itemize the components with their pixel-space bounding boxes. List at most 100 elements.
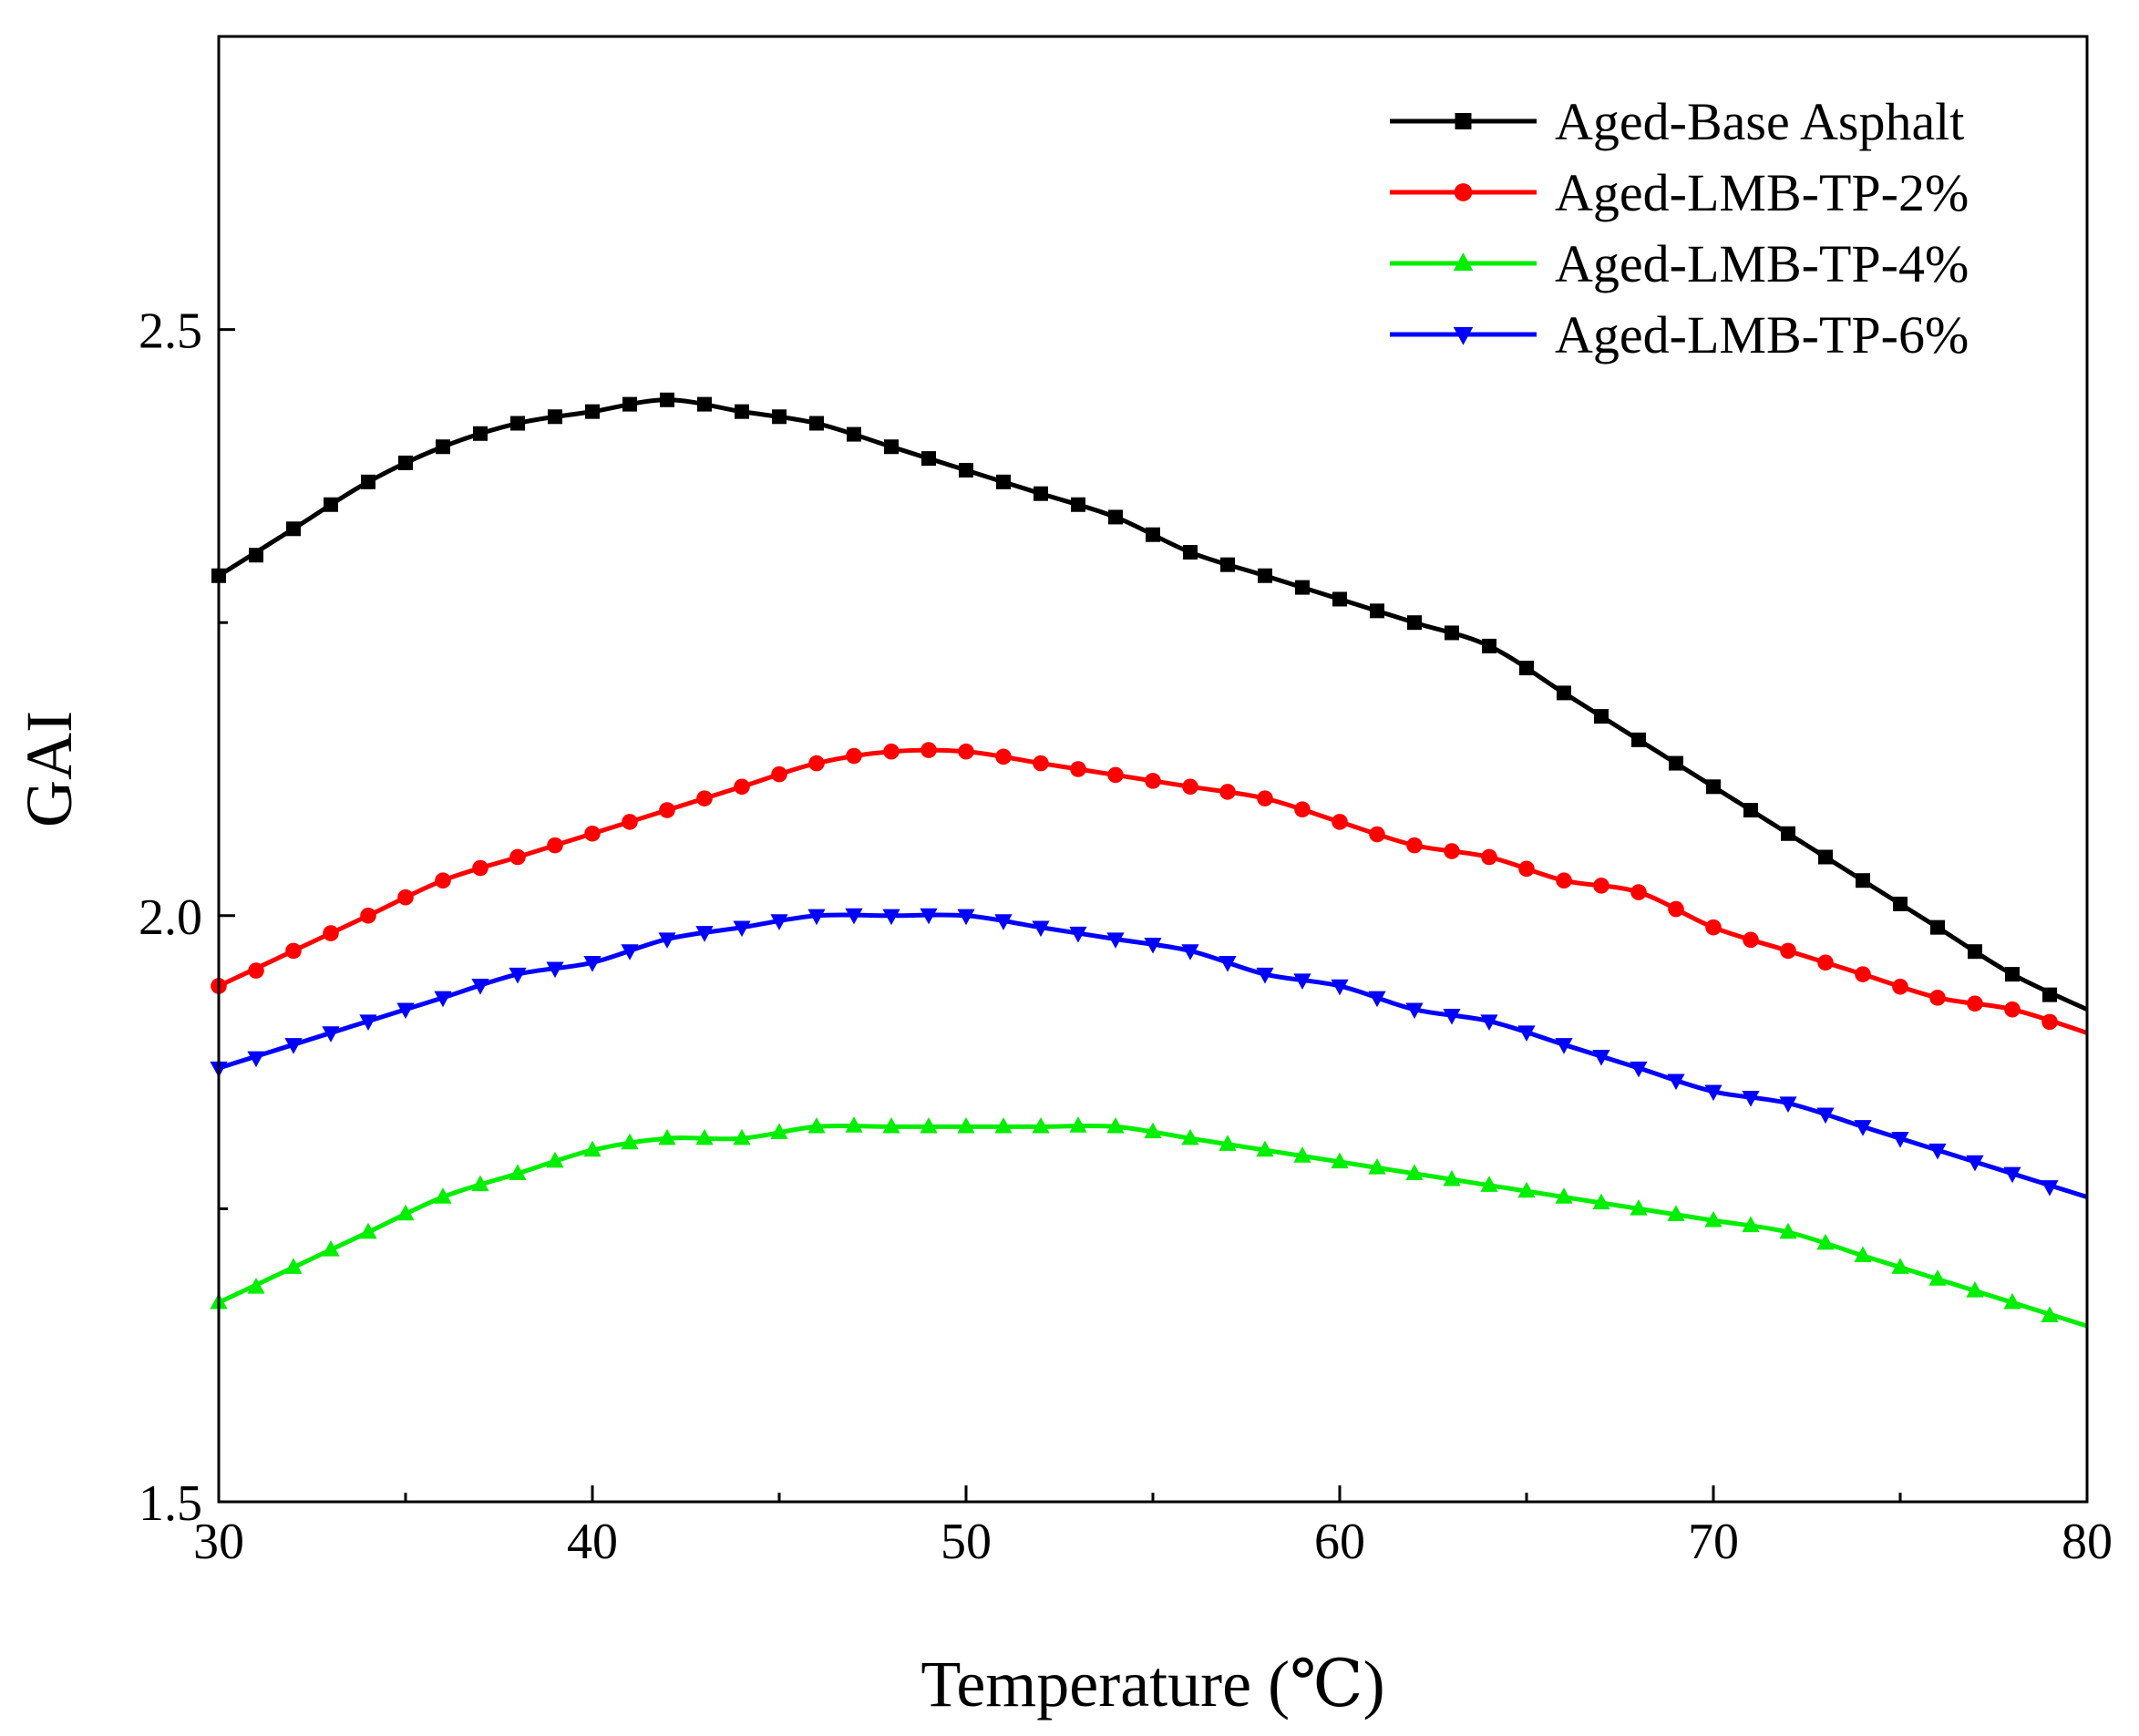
data-point — [622, 814, 638, 830]
legend-marker — [1453, 326, 1474, 345]
x-tick-label: 30 — [193, 1514, 244, 1570]
series-2 — [211, 742, 2088, 1035]
data-point — [1405, 1164, 1424, 1181]
data-point — [360, 908, 376, 924]
data-point — [359, 1014, 377, 1031]
data-point — [509, 1164, 527, 1181]
data-point — [884, 439, 899, 455]
legend-item: Aged-LMB-TP-6% — [1390, 305, 1969, 365]
data-point — [808, 755, 825, 772]
data-point — [920, 1116, 938, 1134]
data-point — [1630, 1061, 1648, 1078]
series-line — [217, 397, 2089, 1012]
data-point — [1967, 995, 1983, 1012]
data-point — [247, 1051, 265, 1068]
data-point — [434, 991, 452, 1008]
data-point — [1706, 779, 1721, 795]
data-point — [1144, 1122, 1162, 1139]
data-point — [1481, 848, 1497, 866]
data-point — [1032, 920, 1050, 938]
data-point — [1705, 919, 1722, 936]
data-point — [1370, 603, 1384, 619]
data-point — [1891, 1258, 1909, 1274]
data-point — [845, 908, 863, 925]
data-point — [1704, 1084, 1723, 1102]
legend-label: Aged-LMB-TP-2% — [1555, 163, 1969, 222]
data-point — [1669, 755, 1683, 771]
data-point — [1368, 1157, 1386, 1175]
data-point — [1069, 926, 1087, 943]
data-point — [324, 497, 338, 512]
data-point — [2041, 1180, 2059, 1197]
data-point — [1443, 1008, 1461, 1025]
data-point — [1593, 878, 1609, 894]
data-point — [1966, 1281, 1984, 1298]
data-point — [807, 909, 826, 926]
data-point — [1929, 990, 1946, 1006]
data-point — [584, 825, 601, 842]
data-point — [883, 743, 900, 760]
data-point — [1517, 1181, 1536, 1198]
data-point — [1893, 896, 1908, 911]
x-tick-label: 70 — [1688, 1514, 1739, 1570]
data-point — [1145, 773, 1161, 789]
data-point — [434, 1187, 452, 1204]
data-point — [1219, 1135, 1237, 1151]
data-point — [1405, 1002, 1424, 1020]
x-axis-title: Temperature (℃) — [920, 1648, 1384, 1721]
data-point — [1854, 1120, 1872, 1136]
data-point — [1071, 497, 1085, 512]
data-point — [1295, 580, 1310, 595]
legend-item: Aged-LMB-TP-2% — [1390, 163, 1969, 222]
data-point — [658, 1128, 676, 1145]
data-point — [1443, 1169, 1461, 1186]
data-point — [1256, 967, 1274, 984]
data-point — [2004, 1001, 2021, 1018]
data-point — [548, 409, 562, 425]
data-point — [1332, 814, 1348, 830]
data-point — [1445, 625, 1459, 641]
data-point — [995, 748, 1012, 765]
data-point — [284, 1038, 303, 1054]
data-point — [1928, 1143, 1947, 1160]
data-point — [1294, 801, 1311, 818]
data-point — [958, 743, 974, 760]
data-point — [770, 1123, 788, 1139]
data-point — [2041, 1306, 2059, 1322]
data-point — [1555, 1187, 1573, 1204]
data-point — [1107, 766, 1124, 784]
data-point — [2003, 1166, 2021, 1184]
legend-item: Aged-LMB-TP-4% — [1390, 234, 1969, 293]
data-point — [1779, 1222, 1797, 1239]
data-point — [2041, 1013, 2058, 1031]
legend-label: Aged-LMB-TP-6% — [1555, 305, 1969, 365]
data-point — [1556, 872, 1572, 889]
data-point — [994, 1116, 1013, 1134]
data-point — [957, 909, 975, 926]
data-point — [397, 889, 414, 906]
data-point — [472, 859, 488, 877]
data-point — [248, 962, 264, 979]
data-point — [471, 978, 489, 995]
data-point — [1743, 803, 1758, 818]
data-point — [1816, 1107, 1835, 1125]
data-point — [846, 747, 862, 765]
data-point — [1034, 486, 1048, 501]
data-point — [361, 474, 375, 489]
data-point — [1444, 843, 1460, 859]
data-point — [1854, 1246, 1872, 1263]
data-point — [770, 914, 788, 930]
data-point — [1032, 1116, 1050, 1134]
legend: Aged-Base Asphalt Aged-LMB-TP-2% Aged-LMB-… — [1390, 92, 1969, 365]
data-point — [1181, 1128, 1199, 1145]
data-point — [996, 474, 1011, 489]
data-point — [509, 967, 527, 984]
data-point — [771, 765, 787, 783]
legend-label: Aged-Base Asphalt — [1555, 92, 1964, 151]
data-point — [1630, 1199, 1648, 1216]
data-point — [583, 956, 602, 972]
data-point — [249, 548, 263, 563]
data-point — [1818, 849, 1833, 865]
x-tick-label: 80 — [2062, 1514, 2113, 1570]
